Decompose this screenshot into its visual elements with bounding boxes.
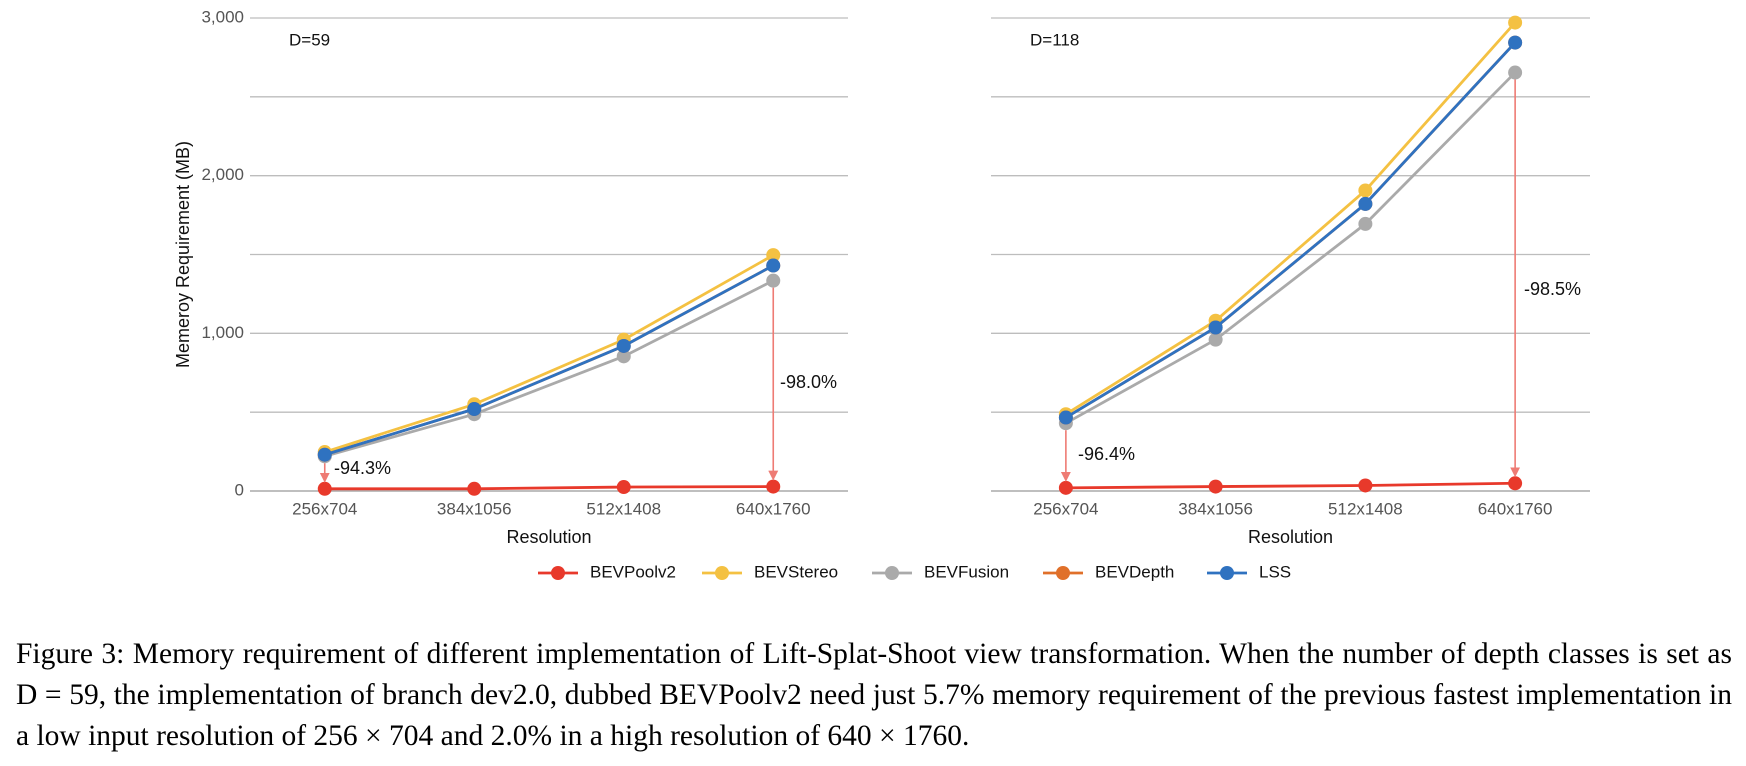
x-tick-label: 512x1408 bbox=[1328, 499, 1403, 518]
y-tick-label: 2,000 bbox=[201, 165, 244, 184]
legend-label: BEVPoolv2 bbox=[590, 562, 676, 581]
series-line bbox=[1065, 41, 1517, 419]
series-line bbox=[324, 264, 774, 457]
series-line bbox=[1065, 481, 1516, 490]
annotation: -98.0% bbox=[780, 372, 837, 392]
data-point bbox=[1358, 196, 1373, 211]
legend-marker bbox=[1220, 566, 1234, 580]
data-point bbox=[616, 480, 631, 495]
data-point bbox=[1508, 35, 1523, 50]
y-tick-label: 3,000 bbox=[201, 7, 244, 26]
data-point bbox=[1208, 320, 1223, 335]
series-line bbox=[1065, 71, 1517, 425]
x-tick-label: 256x704 bbox=[292, 499, 357, 518]
caption: Figure 3: Memory requirement of differen… bbox=[16, 638, 1732, 752]
legend-label: BEVStereo bbox=[754, 562, 838, 581]
x-tick-label: 512x1408 bbox=[586, 499, 661, 518]
legend-label: LSS bbox=[1259, 562, 1291, 581]
figure: 0 1,000 2,000 3,000 256x704 384x1056 512x1408 6… bbox=[173, 7, 1590, 581]
x-tick-label: 384x1056 bbox=[437, 499, 512, 518]
data-point bbox=[616, 338, 631, 353]
data-point bbox=[766, 273, 781, 288]
y-tick-label: 0 bbox=[235, 480, 244, 499]
x-tick-label: 640x1760 bbox=[1478, 499, 1553, 518]
data-point bbox=[1208, 479, 1223, 494]
legend-marker bbox=[551, 566, 565, 580]
data-point bbox=[1358, 478, 1373, 493]
data-point bbox=[1508, 15, 1523, 30]
legend-marker bbox=[885, 566, 899, 580]
data-point bbox=[467, 402, 482, 417]
series-line bbox=[1065, 21, 1517, 416]
subtitle: D=59 bbox=[289, 30, 330, 49]
data-point bbox=[1058, 410, 1073, 425]
legend-label: BEVFusion bbox=[924, 562, 1009, 581]
x-axis-label: Resolution bbox=[506, 527, 591, 547]
data-point bbox=[766, 248, 781, 263]
annotation: -94.3% bbox=[334, 458, 391, 478]
data-point bbox=[1208, 332, 1223, 347]
data-point bbox=[1508, 476, 1523, 491]
y-axis-label: Memeroy Requirement (MB) bbox=[173, 141, 193, 368]
annotation: -98.5% bbox=[1524, 279, 1581, 299]
data-point bbox=[1058, 480, 1073, 495]
y-tick-label: 1,000 bbox=[201, 323, 244, 342]
data-point bbox=[766, 258, 781, 273]
data-point bbox=[467, 481, 482, 496]
series-line bbox=[324, 279, 774, 458]
data-point bbox=[317, 447, 332, 462]
data-point bbox=[317, 481, 332, 496]
data-point bbox=[1508, 65, 1523, 80]
x-tick-label: 640x1760 bbox=[736, 499, 811, 518]
x-tick-label: 384x1056 bbox=[1178, 499, 1253, 518]
legend-label: BEVDepth bbox=[1095, 562, 1174, 581]
series-line bbox=[324, 485, 774, 491]
legend-marker bbox=[715, 566, 729, 580]
legend-marker bbox=[1056, 566, 1070, 580]
series-line bbox=[324, 253, 774, 454]
data-point bbox=[1358, 183, 1373, 198]
data-point bbox=[766, 479, 781, 494]
x-tick-label: 256x704 bbox=[1033, 499, 1098, 518]
data-point bbox=[616, 349, 631, 364]
subtitle: D=118 bbox=[1030, 30, 1079, 49]
x-axis-label: Resolution bbox=[1248, 527, 1333, 547]
data-point bbox=[1358, 216, 1373, 231]
annotation: -96.4% bbox=[1078, 444, 1135, 464]
